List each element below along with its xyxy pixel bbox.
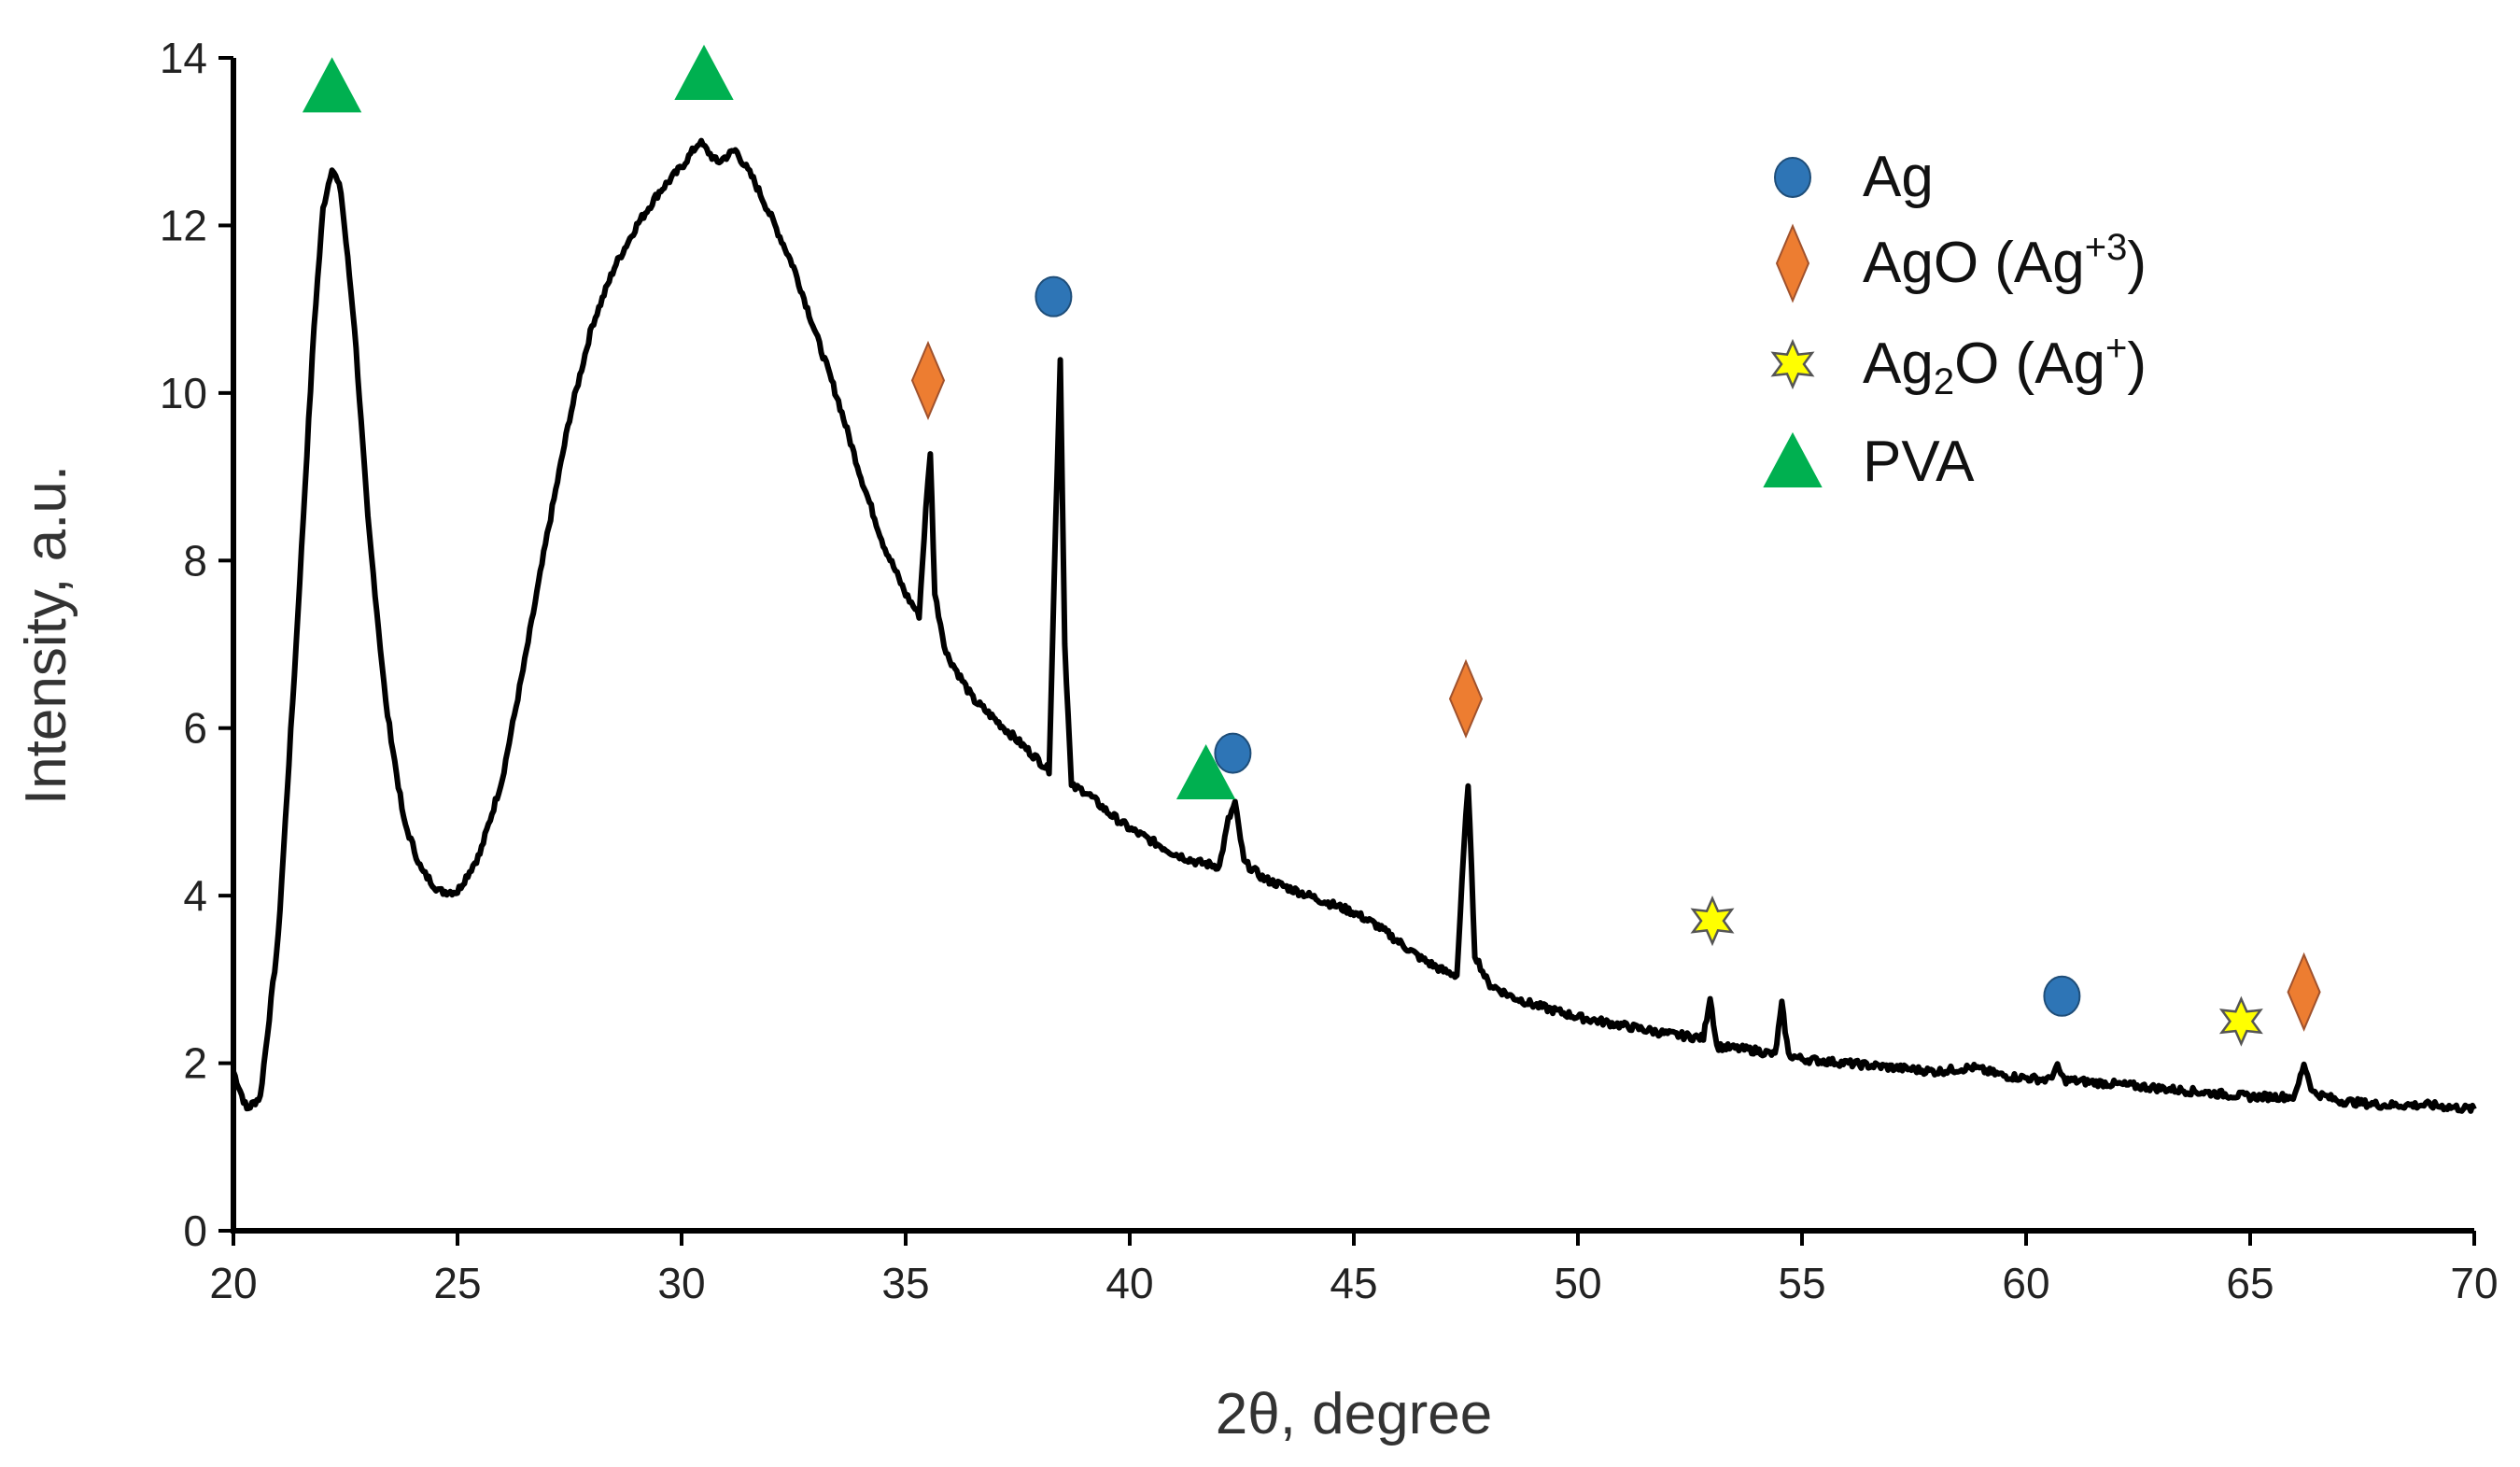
x-tick-label: 45	[1330, 1259, 1377, 1307]
star-marker-ag2o	[1690, 896, 1735, 947]
legend-label: Ag2O (Ag+)	[1863, 328, 2147, 402]
y-tick-label: 6	[183, 704, 207, 753]
legend-superscript: +	[2105, 328, 2127, 369]
legend-text-part: O (Ag	[1954, 331, 2105, 396]
y-tick-label: 14	[160, 34, 207, 82]
x-tick-label: 55	[1778, 1259, 1825, 1307]
triangle-marker-pva	[674, 44, 734, 100]
legend-text-part: PVA	[1863, 430, 1975, 494]
star-marker-ag2o	[2218, 995, 2263, 1047]
y-tick-label: 8	[183, 536, 207, 585]
legend-label: Ag	[1863, 145, 1934, 209]
y-tick-label: 4	[183, 871, 207, 920]
legend-circle-icon	[1774, 157, 1811, 198]
x-tick-label: 70	[2450, 1259, 2498, 1307]
legend-text-part: AgO (Ag	[1863, 231, 2085, 295]
x-tick-label: 20	[209, 1259, 257, 1307]
diamond-marker-ago	[2287, 952, 2321, 1032]
x-tick-label: 65	[2226, 1259, 2274, 1307]
legend-star-icon	[1770, 338, 1815, 390]
y-tick-label: 2	[183, 1039, 207, 1088]
series-line	[231, 137, 2477, 1114]
y-tick-label: 10	[160, 369, 207, 417]
y-axis-title: Intensity, a.u.	[14, 465, 78, 805]
plot-area	[231, 137, 2477, 1114]
legend-text-part: Ag	[1863, 331, 1934, 396]
legend-triangle-icon	[1763, 431, 1823, 487]
legend-text-part: )	[2127, 231, 2147, 295]
legend-superscript: +3	[2085, 227, 2128, 268]
x-tick-label: 30	[657, 1259, 705, 1307]
y-axis: 0 2 4 6 8 10 12 14	[160, 34, 236, 1255]
diamond-marker-ago	[1448, 658, 1484, 739]
triangle-marker-pva	[1176, 743, 1236, 800]
legend-label: AgO (Ag+3)	[1863, 227, 2147, 295]
x-tick-label: 60	[2002, 1259, 2049, 1307]
circle-marker-ag	[1214, 732, 1252, 774]
x-tick-label: 35	[881, 1259, 929, 1307]
x-axis: 20 25 30 35 40 45 50 55 60 65 70	[209, 1228, 2499, 1307]
x-tick-label: 50	[1554, 1259, 1601, 1307]
x-axis-title: 2θ, degree	[1216, 1382, 1492, 1446]
legend-text-part: )	[2127, 331, 2147, 396]
phase-markers	[302, 44, 2321, 1047]
triangle-marker-pva	[302, 57, 362, 113]
legend-diamond-icon	[1775, 223, 1810, 303]
y-tick-label: 12	[160, 201, 207, 249]
circle-marker-ag	[2043, 975, 2081, 1017]
circle-marker-ag	[1035, 275, 1073, 317]
x-tick-label: 25	[433, 1259, 481, 1307]
x-tick-label: 40	[1105, 1259, 1153, 1307]
legend-text-part: Ag	[1863, 145, 1934, 209]
legend-subscript: 2	[1934, 361, 1954, 402]
y-tick-label: 0	[183, 1206, 207, 1255]
legend-label: PVA	[1863, 430, 1975, 494]
diamond-marker-ago	[910, 340, 946, 420]
